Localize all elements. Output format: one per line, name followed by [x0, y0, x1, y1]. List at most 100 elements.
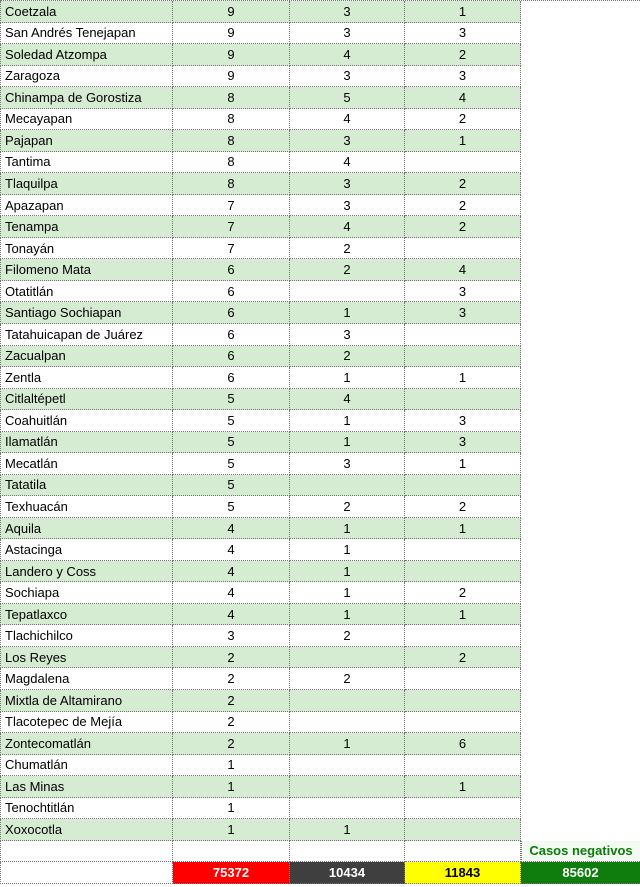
value-cell: 1 [290, 819, 405, 841]
value-cell: 3 [405, 410, 521, 432]
value-cell: 2 [290, 345, 405, 368]
municipality-name-cell: Zaragoza [0, 65, 173, 88]
table-row: Tantima 8 4 [0, 151, 640, 174]
table-row: Tepatlaxco 4 1 1 [0, 603, 640, 626]
value-cell: 5 [290, 87, 405, 109]
empty-right-area [521, 367, 640, 389]
municipality-name-cell: Astacinga [0, 539, 173, 561]
value-cell [405, 323, 521, 346]
table-row: Tatatila 5 [0, 474, 640, 497]
value-cell: 3 [405, 302, 521, 324]
value-cell [290, 754, 405, 777]
empty-right-area [521, 108, 640, 131]
value-cell: 1 [290, 733, 405, 755]
value-cell: 2 [290, 625, 405, 647]
municipality-name-cell: Chumatlán [0, 754, 173, 777]
value-cell [290, 690, 405, 712]
value-cell: 6 [173, 302, 290, 324]
table-row: Texhuacán 5 2 2 [0, 496, 640, 518]
value-cell [405, 797, 521, 820]
municipality-name-cell: Sochiapa [0, 582, 173, 604]
municipality-name-cell: Los Reyes [0, 646, 173, 669]
municipality-name-cell: Xoxocotla [0, 819, 173, 841]
municipality-name-cell: Tlachichilco [0, 625, 173, 647]
table-row: Zacualpan 6 2 [0, 345, 640, 368]
table-row: Chinampa de Gorostiza 8 5 4 [0, 87, 640, 109]
table-row: Filomeno Mata 6 2 4 [0, 259, 640, 281]
value-cell: 4 [173, 560, 290, 583]
table-row: Astacinga 4 1 [0, 539, 640, 561]
value-cell: 1 [173, 797, 290, 820]
municipality-name-cell: Ilamatlán [0, 431, 173, 454]
value-cell: 8 [173, 151, 290, 174]
value-cell: 4 [290, 216, 405, 238]
value-cell: 3 [405, 280, 521, 303]
value-cell [405, 539, 521, 561]
empty-right-area [521, 646, 640, 669]
value-cell: 1 [290, 517, 405, 540]
value-cell: 1 [290, 603, 405, 626]
value-cell: 2 [405, 646, 521, 669]
value-cell: 4 [173, 517, 290, 540]
bottom-margin [0, 884, 640, 887]
empty-right-area [521, 410, 640, 432]
value-cell: 1 [405, 453, 521, 475]
value-cell: 2 [405, 194, 521, 217]
value-cell [405, 345, 521, 368]
municipality-name-cell: Texhuacán [0, 496, 173, 518]
value-cell: 3 [290, 173, 405, 195]
table-row: Xoxocotla 1 1 [0, 819, 640, 841]
value-cell [405, 388, 521, 411]
value-cell: 1 [405, 367, 521, 389]
total-col1-cell: 75372 [173, 862, 290, 884]
value-cell: 3 [405, 65, 521, 88]
value-cell [405, 690, 521, 712]
municipality-name-cell: Tantima [0, 151, 173, 174]
value-cell [405, 474, 521, 497]
value-cell: 7 [173, 194, 290, 217]
total-negatives-cell: 85602 [521, 862, 640, 884]
value-cell: 1 [290, 410, 405, 432]
empty-right-area [521, 130, 640, 152]
table-row: Zaragoza 9 3 3 [0, 65, 640, 88]
empty-right-area [521, 1, 640, 23]
value-cell: 9 [173, 1, 290, 23]
empty-right-area [521, 474, 640, 497]
value-cell: 1 [290, 560, 405, 583]
value-cell: 3 [405, 22, 521, 45]
municipality-name-cell: Filomeno Mata [0, 259, 173, 281]
value-cell: 1 [405, 517, 521, 540]
value-cell: 2 [405, 173, 521, 195]
municipality-name-cell: Apazapan [0, 194, 173, 217]
municipality-name-cell: Tenampa [0, 216, 173, 238]
table-row: Magdalena 2 2 [0, 668, 640, 690]
table-row: Chumatlán 1 [0, 754, 640, 777]
municipality-name-cell: San Andrés Tenejapan [0, 22, 173, 45]
municipality-name-cell: Tatahuicapan de Juárez [0, 323, 173, 346]
negatives-label-row: Casos negativos [0, 840, 640, 863]
value-cell: 1 [173, 776, 290, 798]
negatives-label-cell: Casos negativos [521, 840, 640, 863]
value-cell: 5 [173, 496, 290, 518]
value-cell [405, 560, 521, 583]
empty-value-cell [405, 840, 521, 863]
value-cell [405, 151, 521, 174]
municipality-name-cell: Tonayán [0, 237, 173, 260]
table-row: Landero y Coss 4 1 [0, 560, 640, 583]
empty-right-area [521, 173, 640, 195]
table-row: Tenochtitlán 1 [0, 797, 640, 820]
table-row: Coetzala 9 3 1 [0, 1, 640, 23]
value-cell: 6 [173, 259, 290, 281]
value-cell: 2 [173, 690, 290, 712]
empty-right-area [521, 151, 640, 174]
empty-value-cell [173, 840, 290, 863]
table-row: Citlaltépetl 5 4 [0, 388, 640, 411]
value-cell [405, 668, 521, 690]
empty-right-area [521, 280, 640, 303]
table-row: Tenampa 7 4 2 [0, 216, 640, 238]
table-row: Ilamatlán 5 1 3 [0, 431, 640, 454]
empty-right-area [521, 539, 640, 561]
value-cell: 9 [173, 65, 290, 88]
value-cell [290, 280, 405, 303]
